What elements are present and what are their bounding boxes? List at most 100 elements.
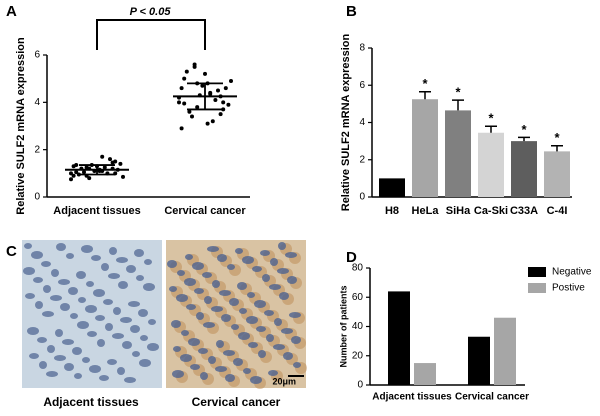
nucleus (173, 346, 181, 352)
nucleus (35, 301, 43, 309)
nucleus (264, 310, 274, 316)
data-point (203, 71, 207, 76)
data-point (229, 79, 233, 84)
nucleus (262, 274, 270, 282)
nucleus (126, 265, 136, 273)
panel-label: B (346, 3, 357, 20)
nucleus (132, 351, 140, 357)
data-point (182, 101, 187, 106)
y-tick-label: 40 (352, 321, 364, 332)
legend-swatch (528, 267, 546, 277)
x-tick-label: Ca-Ski (474, 205, 508, 217)
nucleus (223, 350, 235, 356)
nucleus (260, 250, 270, 256)
bar (445, 110, 471, 197)
nucleus (287, 276, 297, 284)
image-label: Adjacent tissues (43, 395, 139, 409)
panel-label: D (346, 249, 357, 266)
data-point (100, 154, 105, 159)
nucleus (169, 286, 177, 292)
data-point (187, 109, 192, 114)
nucleus (81, 245, 93, 253)
y-tick-label: 20 (352, 350, 364, 361)
nucleus (76, 271, 86, 279)
nucleus (291, 336, 301, 344)
nucleus (235, 248, 243, 254)
nucleus (177, 270, 185, 276)
nucleus (281, 328, 293, 334)
nucleus (277, 268, 289, 274)
panel-label: A (6, 3, 17, 20)
nucleus (130, 325, 140, 333)
nucleus (58, 279, 70, 285)
nucleus (278, 242, 286, 250)
nucleus (247, 292, 255, 298)
nucleus (250, 376, 262, 384)
error-bar (485, 125, 497, 133)
data-point (184, 69, 189, 74)
y-tick-label: 0 (359, 192, 365, 203)
error-bar (452, 99, 464, 111)
data-point (74, 170, 79, 175)
x-tick-label: H8 (385, 205, 399, 217)
x-tick-label: Adjacent tissues (53, 205, 140, 217)
nucleus (105, 323, 113, 331)
x-tick-label: Cervical cancer (164, 205, 246, 217)
nucleus (24, 243, 32, 249)
nucleus (204, 296, 212, 304)
bar (379, 178, 405, 197)
nucleus (258, 350, 266, 358)
nucleus (266, 334, 274, 342)
data-point (223, 86, 228, 91)
y-tick-label: 0 (357, 380, 363, 391)
nucleus (229, 298, 239, 306)
data-point (74, 163, 79, 168)
y-tick-label: 80 (352, 263, 364, 274)
data-point (71, 173, 76, 178)
nucleus (274, 318, 282, 326)
data-point (69, 171, 73, 176)
nucleus (144, 259, 152, 265)
sd-bar (79, 164, 115, 176)
bar (468, 336, 490, 385)
nucleus (212, 280, 220, 288)
nucleus (147, 343, 159, 351)
error-bar (551, 145, 563, 152)
nucleus (91, 255, 101, 261)
data-point (226, 102, 231, 107)
nucleus (172, 370, 184, 378)
nucleus (190, 364, 200, 370)
x-tick-label: C33A (510, 205, 538, 217)
nucleus (268, 370, 278, 376)
bar (388, 291, 410, 385)
nucleus (211, 306, 223, 312)
nucleus (77, 321, 89, 329)
nucleus (117, 367, 125, 375)
nucleus (93, 289, 105, 297)
nucleus (82, 357, 90, 363)
significance-mark: * (422, 76, 428, 91)
nucleus (66, 253, 74, 259)
data-point (179, 126, 184, 131)
data-point (82, 170, 86, 175)
y-axis-label: Number of patients (338, 285, 348, 367)
nucleus (283, 352, 293, 360)
nucleus (89, 365, 101, 373)
nucleus (186, 304, 196, 310)
nucleus (85, 305, 97, 313)
data-point (200, 83, 205, 88)
nucleus (203, 322, 215, 328)
panel-label: C (6, 243, 17, 260)
error-bar (419, 91, 431, 100)
data-point (216, 88, 220, 93)
nucleus (185, 254, 193, 260)
nucleus (227, 264, 235, 270)
nucleus (208, 356, 216, 364)
bar (414, 363, 436, 385)
nucleus (192, 262, 204, 270)
nucleus (33, 277, 43, 283)
nucleus (184, 278, 196, 286)
y-tick-label: 6 (34, 50, 40, 61)
nucleus (124, 377, 136, 383)
y-tick-label: 60 (352, 292, 364, 303)
